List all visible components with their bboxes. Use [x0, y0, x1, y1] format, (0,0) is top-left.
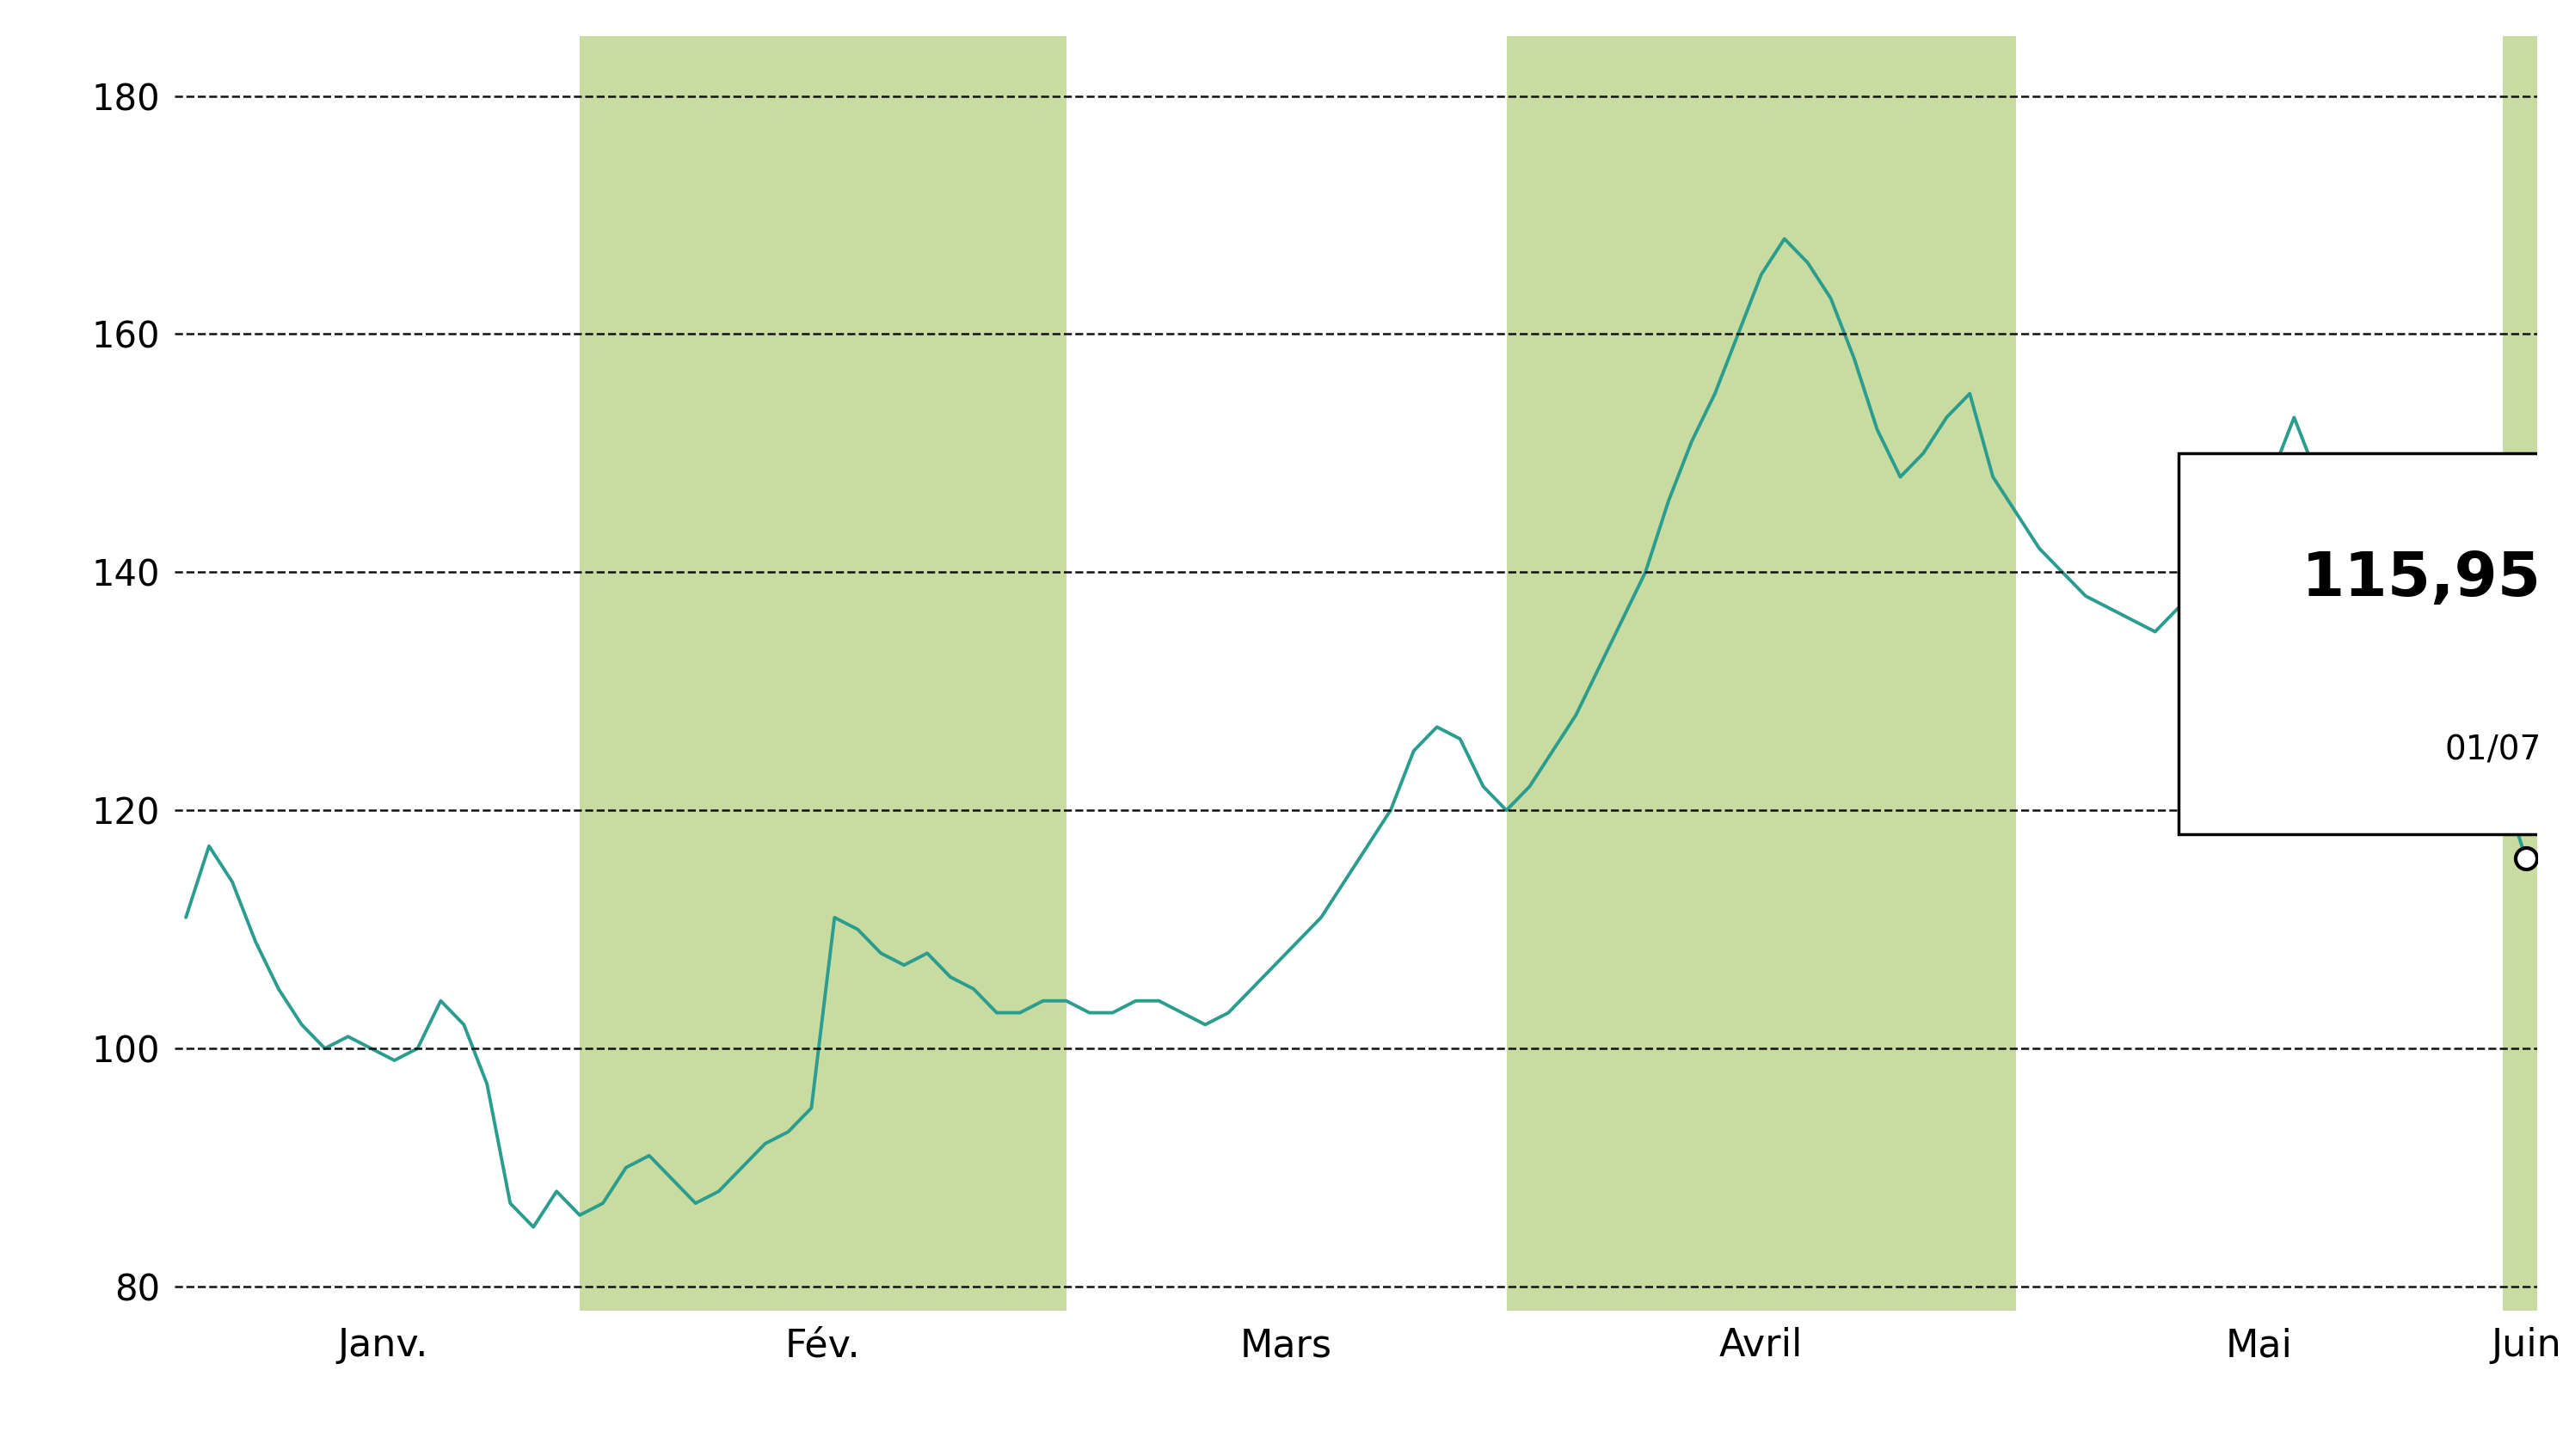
- Text: 01/07: 01/07: [2445, 734, 2542, 767]
- Text: 115,95: 115,95: [2302, 549, 2542, 609]
- Bar: [2501, 36, 2550, 1310]
- Bar: [1507, 36, 2017, 1310]
- Bar: [579, 36, 1066, 1310]
- FancyBboxPatch shape: [2179, 453, 2560, 834]
- Text: Moderna, Inc.: Moderna, Inc.: [1023, 58, 1540, 124]
